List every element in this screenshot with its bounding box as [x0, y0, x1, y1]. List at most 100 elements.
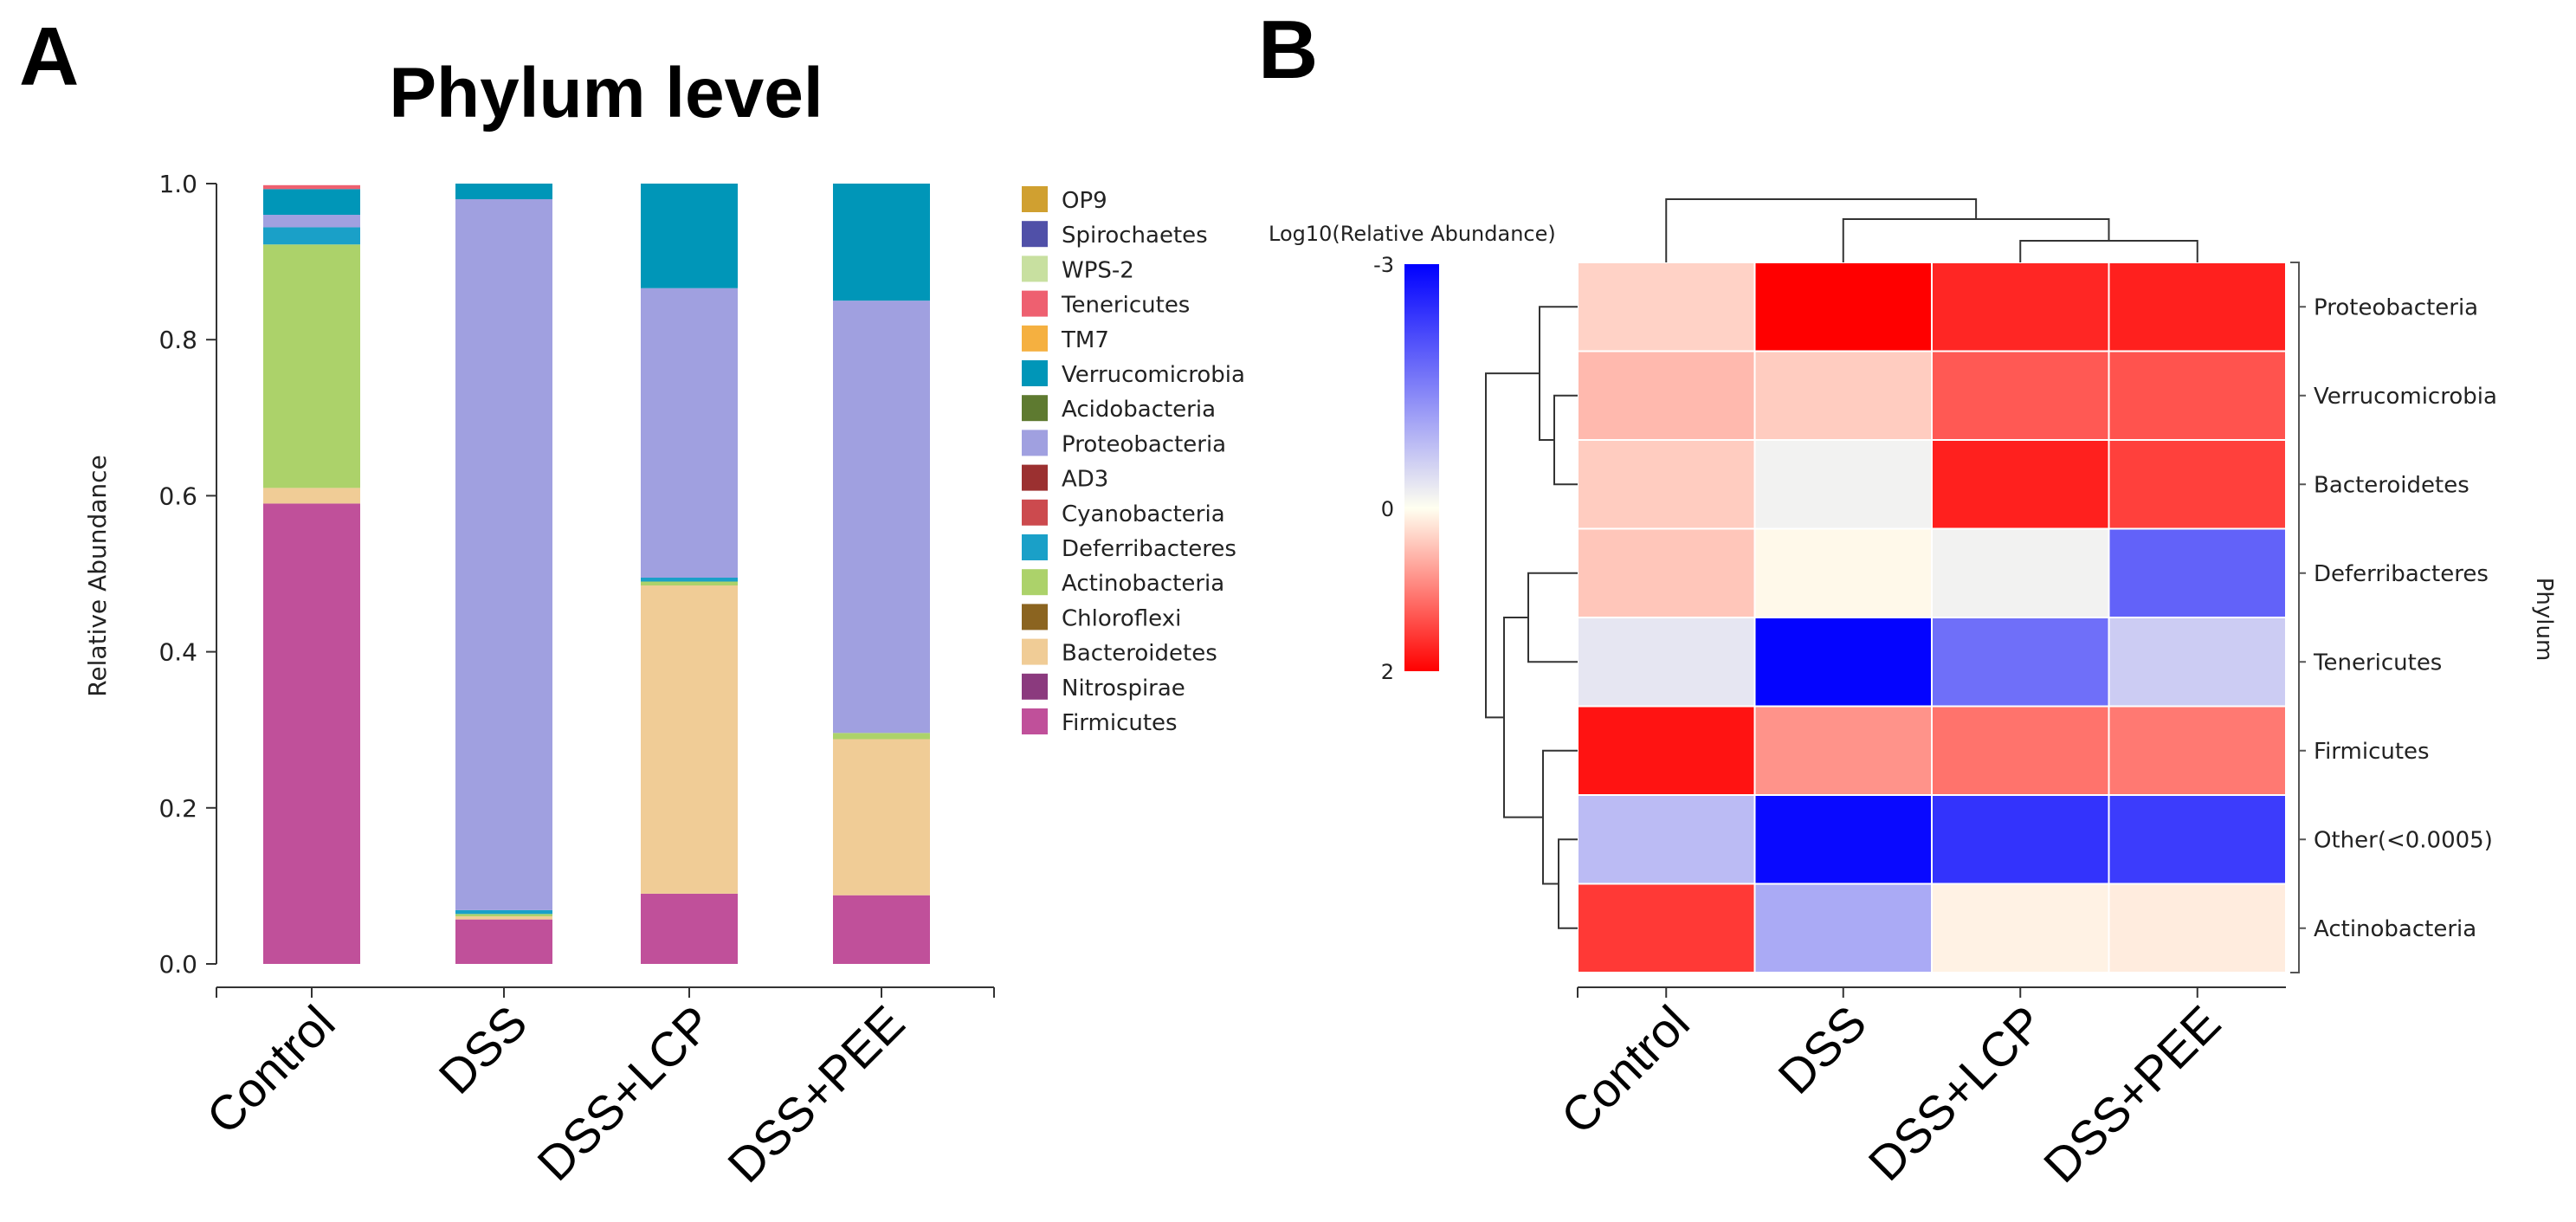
y-tick-label: 0.2: [158, 794, 197, 823]
panel-a-letter: A: [19, 10, 79, 103]
bar-segment-verrucomicrobia: [263, 189, 360, 216]
heatmap-cell: [1753, 617, 1933, 708]
legend-label: Tenericutes: [1061, 293, 1190, 319]
legend-swatch: [1022, 325, 1048, 352]
heatmap-cell: [1753, 527, 1933, 618]
bar-segment-bacteroidetes: [263, 488, 360, 504]
heatmap-cell: [1931, 350, 2110, 441]
legend-label: Nitrospirae: [1062, 676, 1185, 702]
chart-title: Phylum level: [389, 54, 823, 133]
heatmap-cell: [1577, 794, 1756, 885]
bar-segment-actinobacteria: [833, 733, 930, 740]
bar-segment-bacteroidetes: [455, 916, 552, 920]
row-dendrogram: [1485, 306, 1578, 929]
panel-b-letter: B: [1258, 3, 1318, 96]
heatmap-cell: [1753, 262, 1933, 352]
heatmap-cell: [1577, 705, 1756, 796]
row-label: Firmicutes: [2314, 739, 2430, 765]
bar-segment-verrucomicrobia: [833, 184, 930, 301]
bar-segment-deferribacteres: [455, 909, 552, 915]
heatmap-cell: [1753, 705, 1933, 796]
row-label: Deferribacteres: [2314, 561, 2489, 587]
legend-label: TM7: [1061, 327, 1109, 353]
bar-segment-proteobacteria: [641, 288, 738, 579]
bar-segment-firmicutes: [455, 919, 552, 964]
heatmap-cell: [1577, 527, 1756, 618]
legend: OP9 Spirochaetes WPS-2 Tenericutes TM7 Verruc…: [1022, 186, 1245, 736]
y-axis-title: Relative Abundance: [83, 455, 112, 697]
legend-swatch: [1022, 360, 1048, 386]
legend-label: Acidobacteria: [1062, 397, 1216, 423]
legend-label: Firmicutes: [1062, 710, 1178, 736]
y-tick-label: 0.6: [158, 482, 197, 510]
colorbar-tick-label: 0: [1381, 497, 1394, 521]
heatmap-cell: [2108, 439, 2287, 530]
heatmap-cell: [1753, 883, 1933, 973]
legend-label: Deferribacteres: [1062, 536, 1236, 562]
y-tick-label: 0.4: [158, 638, 197, 667]
y-tick-label: 0.0: [158, 950, 197, 979]
row-axis-label: Phylum: [2531, 578, 2557, 662]
legend-swatch: [1022, 290, 1048, 317]
colorbar-title: Log10(Relative Abundance): [1269, 222, 1556, 246]
heatmap-cell: [1931, 705, 2110, 796]
row-label: Other(<0.0005): [2314, 827, 2493, 853]
bar-segment-proteobacteria: [833, 301, 930, 734]
legend-label: OP9: [1062, 188, 1107, 214]
bar-segment-actinobacteria: [263, 244, 360, 488]
colorbar: [1404, 264, 1439, 671]
row-bracket: [2290, 262, 2300, 973]
legend-label: Bacteroidetes: [1062, 641, 1217, 667]
heatmap-cell: [1577, 350, 1756, 441]
legend-swatch: [1022, 708, 1048, 734]
heatmap-cell: [1931, 794, 2110, 885]
row-label: Bacteroidetes: [2314, 472, 2469, 498]
heatmap-cell: [1753, 350, 1933, 441]
row-label: Actinobacteria: [2314, 916, 2476, 942]
legend-swatch: [1022, 221, 1048, 248]
legend-swatch: [1022, 255, 1048, 282]
legend-swatch: [1022, 499, 1048, 526]
bar-segment-bacteroidetes: [641, 585, 738, 894]
legend-swatch: [1022, 534, 1048, 560]
legend-label: AD3: [1062, 467, 1108, 493]
bar-segment-verrucomicrobia: [455, 184, 552, 200]
legend-label: Chloroflexi: [1062, 605, 1181, 631]
bar-segment-bacteroidetes: [833, 739, 930, 895]
bar-segment-firmicutes: [263, 503, 360, 964]
heatmap-cell: [2108, 262, 2287, 352]
heatmap-cell: [1753, 794, 1933, 885]
legend-swatch: [1022, 638, 1048, 665]
legend-swatch: [1022, 464, 1048, 491]
heatmap-cell: [1577, 439, 1756, 530]
y-tick-label: 0.8: [158, 326, 197, 354]
row-label: Verrucomicrobia: [2314, 384, 2497, 410]
heatmap-cell: [2108, 794, 2287, 885]
heatmap-cell: [2108, 350, 2287, 441]
legend-swatch: [1022, 186, 1048, 212]
heatmap-cell: [2108, 617, 2287, 708]
heatmap-cell: [1931, 527, 2110, 618]
legend-label: Verrucomicrobia: [1062, 362, 1245, 388]
bar-segment-actinobacteria: [641, 581, 738, 586]
legend-swatch: [1022, 673, 1048, 700]
bar-segment-tenericutes: [263, 184, 360, 190]
legend-swatch: [1022, 569, 1048, 596]
column-dendrogram: [1665, 198, 2198, 262]
heatmap-cell: [1931, 262, 2110, 352]
heatmap-cell: [1577, 617, 1756, 708]
bar-segment-proteobacteria: [263, 215, 360, 228]
heatmap-cell: [2108, 883, 2287, 973]
heatmap-cell: [2108, 705, 2287, 796]
y-tick-label: 1.0: [158, 170, 197, 198]
legend-label: Proteobacteria: [1062, 431, 1226, 457]
row-label: Tenericutes: [2313, 650, 2442, 676]
bar-segment-verrucomicrobia: [641, 184, 738, 288]
legend-label: Spirochaetes: [1062, 223, 1208, 249]
heatmap-cell: [1931, 439, 2110, 530]
heatmap-cell: [1577, 883, 1756, 973]
legend-label: WPS-2: [1062, 257, 1134, 283]
bar-segment-firmicutes: [641, 893, 738, 964]
legend-swatch: [1022, 395, 1048, 422]
